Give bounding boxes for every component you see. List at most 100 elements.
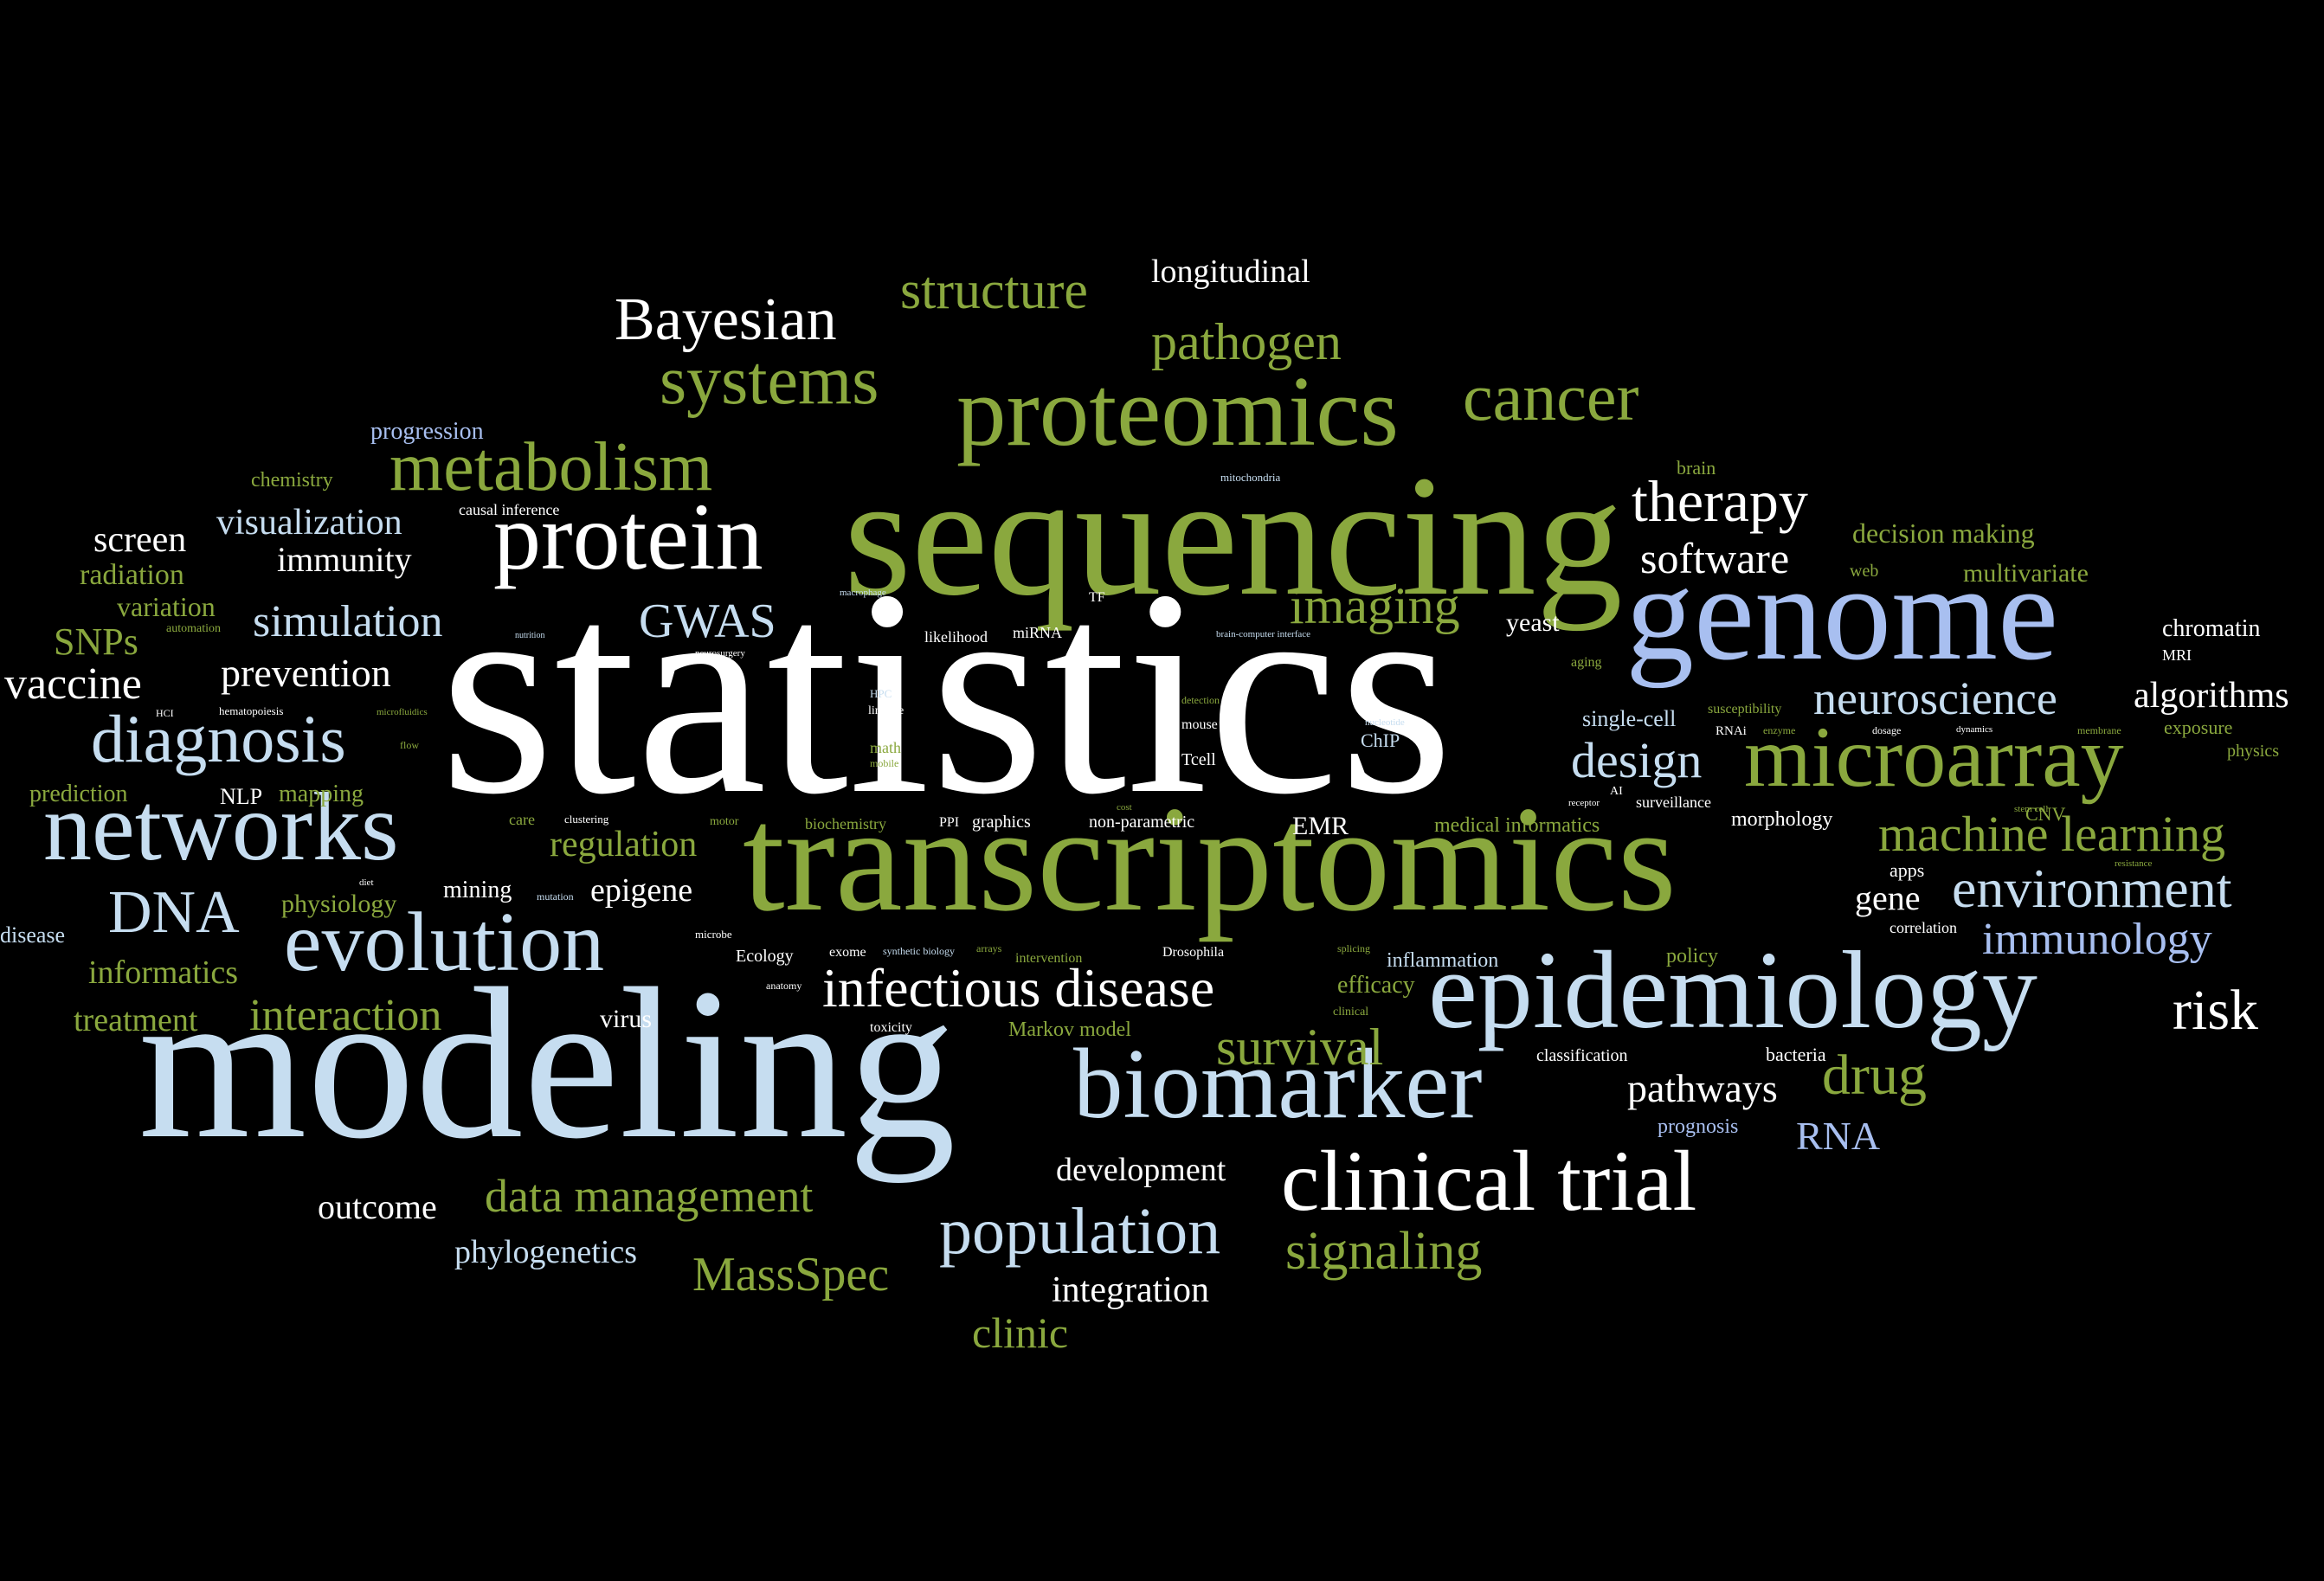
word: transcriptomics — [743, 774, 1677, 942]
word: SNPs — [54, 620, 138, 663]
word: biochemistry — [805, 815, 886, 832]
word: infectious disease — [822, 957, 1215, 1019]
word: development — [1056, 1152, 1226, 1188]
word: CNV — [2025, 803, 2066, 825]
word: immunology — [1982, 915, 2212, 964]
word: disease — [0, 922, 66, 948]
word: MRI — [2162, 646, 2192, 664]
word: HPC — [870, 687, 892, 700]
word: microfluidics — [377, 707, 428, 717]
word: mapping — [279, 781, 364, 807]
word: Drosophila — [1162, 945, 1225, 960]
word: prevention — [221, 651, 391, 695]
word: correlation — [1889, 919, 1957, 936]
word: resistance — [2115, 858, 2153, 869]
word: epigene — [590, 872, 693, 909]
word: virus — [600, 1005, 652, 1033]
word: morphology — [1731, 808, 1833, 831]
word: cancer — [1463, 359, 1639, 434]
word: chemistry — [251, 469, 333, 492]
word: variation — [117, 591, 216, 622]
word: miRNA — [1013, 624, 1063, 641]
word: data management — [485, 1170, 814, 1222]
word: Ecology — [736, 947, 794, 966]
word: mobile — [870, 757, 899, 769]
word: web — [1850, 562, 1879, 581]
word: dosage — [1872, 724, 1902, 736]
word: Bayesian — [615, 286, 837, 353]
word: exposure — [2164, 717, 2233, 738]
word: surveillance — [1636, 794, 1711, 811]
word: multivariate — [1963, 559, 2089, 588]
word: policy — [1666, 945, 1718, 967]
word: exome — [829, 945, 866, 960]
word: apps — [1889, 859, 1925, 881]
word: regulation — [550, 825, 698, 864]
word: drug — [1822, 1044, 1927, 1107]
word: screen — [93, 520, 187, 560]
word: brain — [1677, 457, 1716, 479]
word: mouse — [1181, 717, 1218, 732]
word: clustering — [564, 813, 609, 826]
word: evolution — [284, 896, 605, 989]
word: prognosis — [1658, 1115, 1739, 1138]
word: HCI — [156, 707, 174, 719]
word: clinical — [1333, 1006, 1369, 1019]
word: progression — [370, 418, 484, 445]
word: DNA — [108, 879, 240, 946]
word: gene — [1855, 878, 1921, 917]
word: structure — [900, 261, 1088, 320]
word: biomarker — [1073, 1029, 1483, 1139]
word: automation — [166, 622, 221, 635]
word: Markov model — [1008, 1019, 1131, 1041]
word: simulation — [253, 597, 443, 646]
word: mutation — [537, 890, 574, 903]
word: care — [509, 811, 535, 828]
word: mining — [443, 877, 512, 903]
word: inflammation — [1387, 949, 1499, 972]
word: neuroscience — [1813, 672, 2057, 724]
word: treatment — [74, 1002, 198, 1038]
word: statistics — [440, 529, 1454, 855]
word: macrophage — [840, 588, 886, 598]
word: machine learning — [1878, 806, 2225, 862]
word: detection — [1181, 694, 1220, 706]
word: stem cell — [2014, 804, 2049, 814]
word: receptor — [1568, 798, 1600, 808]
word: arrays — [976, 942, 1002, 954]
word: PPI — [939, 815, 960, 830]
word: microarray — [1744, 709, 2124, 805]
word: linkage — [868, 704, 904, 717]
word: phylogenetics — [454, 1234, 638, 1270]
word: anatomy — [766, 980, 802, 992]
word: dynamics — [1956, 724, 1993, 735]
word: design — [1571, 732, 1703, 788]
word: susceptibility — [1708, 702, 1782, 717]
word: visualization — [216, 503, 402, 543]
word: pathogen — [1151, 313, 1342, 370]
word: brain-computer interface — [1216, 629, 1311, 639]
word: likelihood — [924, 628, 988, 646]
word: prediction — [29, 781, 128, 807]
word: longitudinal — [1151, 254, 1310, 290]
word: non-parametric — [1089, 813, 1195, 832]
word: genome — [1626, 537, 2059, 689]
word: environment — [1952, 858, 2232, 919]
word: decision making — [1852, 517, 2035, 549]
word: sequencing — [844, 440, 1623, 632]
word: MassSpec — [692, 1248, 890, 1301]
word: RNAi — [1716, 724, 1747, 738]
word: modeling — [138, 944, 956, 1184]
word: imaging — [1290, 577, 1460, 634]
word: diagnosis — [91, 701, 346, 776]
word: GWAS — [639, 594, 776, 648]
word: toxicity — [870, 1020, 912, 1035]
word: informatics — [88, 954, 239, 991]
word: interaction — [249, 991, 442, 1040]
word: intervention — [1015, 951, 1083, 966]
word: graphics — [972, 813, 1031, 832]
word: physiology — [281, 890, 397, 918]
word: TF — [1089, 590, 1105, 605]
word: yeast — [1506, 608, 1560, 637]
